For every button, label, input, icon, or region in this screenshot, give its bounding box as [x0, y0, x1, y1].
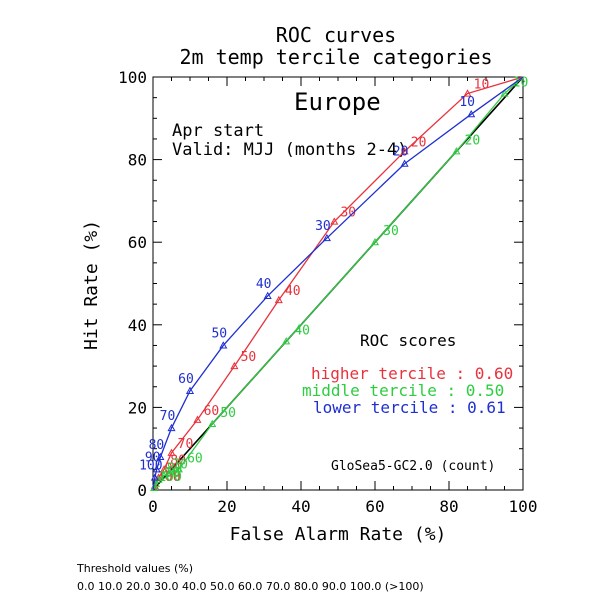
score-higher-tercile: higher tercile : 0.60 [311, 364, 513, 383]
threshold-label-middle-tercile: 50 [220, 406, 236, 421]
threshold-title: Threshold values (%) [76, 562, 193, 575]
data-point-lower-tercile [167, 423, 176, 432]
x-tick-label: 80 [439, 497, 458, 516]
y-tick-label: 40 [128, 316, 147, 335]
threshold-values: 0.0 10.0 20.0 30.0 40.0 50.0 60.0 70.0 8… [77, 580, 424, 593]
score-lower-tercile: lower tercile : 0.61 [313, 398, 506, 417]
threshold-label-middle-tercile: 40 [294, 323, 310, 338]
threshold-label-higher-tercile: 40 [285, 284, 301, 299]
x-axis-label: False Alarm Rate (%) [230, 524, 447, 545]
data-point-middle-tercile [208, 419, 217, 427]
series-line-lower-tercile [152, 76, 524, 491]
threshold-label-lower-tercile: 100 [139, 459, 162, 474]
threshold-label-lower-tercile: 70 [160, 409, 176, 424]
threshold-label-higher-tercile: 60 [204, 404, 220, 419]
y-tick-label: 80 [128, 151, 147, 170]
threshold-label-lower-tercile: 50 [211, 326, 227, 341]
threshold-label-middle-tercile: 30 [383, 224, 399, 239]
data-point-middle-tercile [370, 237, 380, 246]
threshold-label-lower-tercile: 10 [459, 95, 475, 110]
x-tick-label: 60 [365, 497, 384, 516]
start-label: Apr start [172, 121, 264, 141]
threshold-label-middle-tercile: 100 [158, 470, 181, 485]
y-tick-label: 20 [128, 398, 147, 417]
threshold-label-lower-tercile: 40 [256, 277, 272, 292]
threshold-label-higher-tercile: 50 [241, 350, 257, 365]
threshold-label-middle-tercile: 70 [172, 458, 188, 473]
y-tick-label: 0 [137, 481, 147, 500]
threshold-label-lower-tercile: 20 [393, 145, 409, 160]
data-point-higher-tercile [230, 361, 239, 370]
data-point-higher-tercile [167, 448, 176, 456]
data-point-middle-tercile [174, 465, 183, 473]
data-point-lower-tercile [322, 233, 331, 242]
threshold-label-higher-tercile: 90 [165, 462, 181, 477]
data-point-lower-tercile [185, 386, 195, 394]
chart-title-line1: ROC curves [276, 23, 396, 47]
threshold-label-lower-tercile: 60 [178, 372, 194, 387]
threshold-label-middle-tercile: 20 [465, 133, 481, 148]
data-point-lower-tercile [152, 465, 161, 473]
data-point-middle-tercile [150, 483, 159, 491]
data-point-lower-tercile [156, 452, 165, 461]
model-label: GloSea5-GC2.0 (count) [331, 459, 495, 474]
threshold-label-higher-tercile: 20 [411, 135, 427, 150]
data-point-middle-tercile [282, 337, 291, 345]
x-tick-label: 0 [148, 497, 158, 516]
score-middle-tercile: middle tercile : 0.50 [302, 381, 504, 400]
data-point-middle-tercile [154, 475, 163, 483]
y-tick-label: 100 [118, 68, 147, 87]
data-point-higher-tercile [330, 217, 339, 225]
y-tick-label: 60 [128, 233, 147, 252]
chart-title-line2: 2m temp tercile categories [179, 45, 492, 69]
threshold-label-middle-tercile: 80 [167, 462, 183, 477]
data-point-middle-tercile [160, 471, 169, 479]
region-label: Europe [294, 88, 381, 116]
series-line-middle-tercile [152, 76, 524, 491]
data-point-higher-tercile [193, 415, 202, 423]
valid-label: Valid: MJJ (months 2-4) [172, 140, 407, 160]
threshold-label-middle-tercile: 10 [513, 76, 529, 91]
y-axis-label: Hit Rate (%) [81, 220, 102, 350]
data-point-higher-tercile [463, 89, 472, 97]
data-point-middle-tercile [452, 147, 461, 155]
data-point-higher-tercile [274, 295, 283, 304]
data-point-lower-tercile [150, 473, 159, 481]
threshold-label-lower-tercile: 30 [315, 219, 331, 234]
threshold-label-lower-tercile: 80 [149, 438, 165, 453]
threshold-label-higher-tercile: 30 [340, 206, 356, 221]
threshold-label-middle-tercile: 90 [164, 466, 180, 481]
roc-scores-heading: ROC scores [360, 331, 456, 350]
data-point-lower-tercile [467, 109, 476, 118]
data-point-lower-tercile [263, 291, 272, 299]
data-point-higher-tercile [400, 147, 409, 155]
x-tick-label: 100 [509, 497, 538, 516]
data-point-lower-tercile [400, 159, 409, 167]
data-point-middle-tercile [500, 89, 509, 97]
x-tick-label: 40 [291, 497, 310, 516]
threshold-label-middle-tercile: 60 [187, 451, 203, 466]
threshold-label-higher-tercile: 10 [474, 78, 490, 93]
data-point-lower-tercile [219, 341, 228, 349]
threshold-label-higher-tercile: 70 [178, 437, 194, 452]
threshold-label-lower-tercile: 90 [145, 450, 161, 465]
x-tick-label: 20 [217, 497, 236, 516]
